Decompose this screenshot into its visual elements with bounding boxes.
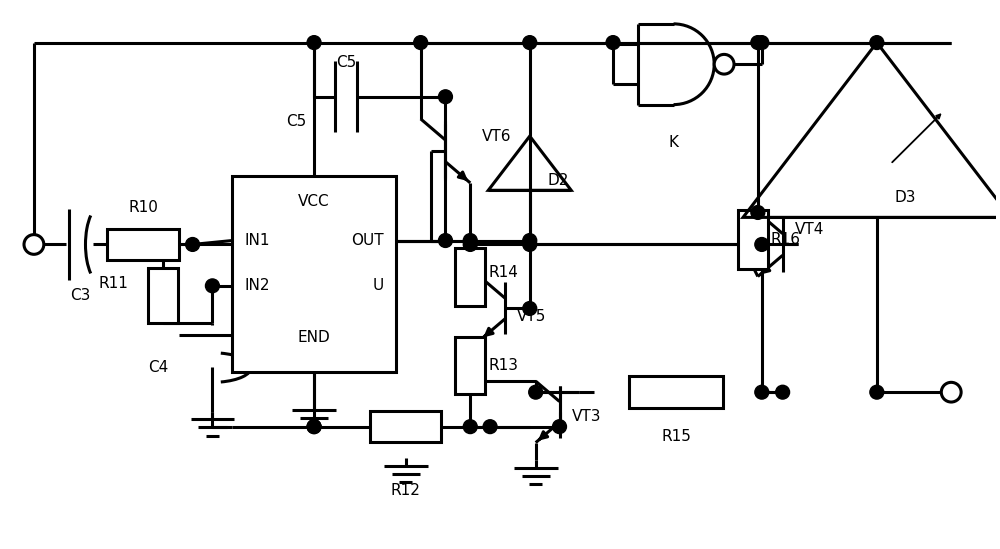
Text: VT5: VT5: [517, 309, 546, 324]
Text: END: END: [298, 329, 330, 345]
Text: C4: C4: [148, 360, 168, 375]
Text: OUT: OUT: [351, 233, 384, 248]
Bar: [629, 377, 723, 408]
Circle shape: [755, 238, 769, 251]
Text: R14: R14: [488, 265, 518, 279]
Text: VT3: VT3: [571, 410, 601, 424]
Circle shape: [755, 385, 769, 399]
Text: IN1: IN1: [244, 233, 270, 248]
Circle shape: [414, 36, 428, 49]
Circle shape: [941, 382, 961, 402]
Circle shape: [463, 238, 477, 251]
Text: R11: R11: [98, 276, 128, 292]
Bar: [455, 248, 485, 306]
Circle shape: [24, 234, 44, 254]
Circle shape: [776, 385, 790, 399]
Text: R16: R16: [771, 232, 801, 247]
Circle shape: [307, 420, 321, 434]
Text: C5: C5: [286, 114, 306, 129]
Circle shape: [439, 234, 452, 248]
Text: D2: D2: [548, 173, 569, 188]
Circle shape: [483, 420, 497, 434]
Bar: [370, 411, 441, 442]
Text: C3: C3: [70, 288, 91, 303]
Text: R10: R10: [128, 199, 158, 215]
Circle shape: [307, 420, 321, 434]
Circle shape: [751, 36, 765, 49]
Text: VT4: VT4: [795, 222, 824, 237]
Text: R12: R12: [391, 483, 421, 498]
Bar: [738, 210, 768, 269]
Circle shape: [714, 54, 734, 74]
Text: R13: R13: [488, 358, 518, 373]
Text: K: K: [669, 135, 679, 149]
Bar: [232, 176, 396, 372]
Circle shape: [463, 420, 477, 434]
Text: VCC: VCC: [298, 194, 330, 209]
Text: U: U: [373, 278, 384, 293]
Circle shape: [870, 36, 884, 49]
Circle shape: [523, 36, 537, 49]
Circle shape: [529, 385, 543, 399]
Circle shape: [751, 205, 765, 220]
Circle shape: [606, 36, 620, 49]
Circle shape: [523, 234, 537, 248]
Circle shape: [755, 36, 769, 49]
Circle shape: [463, 234, 477, 248]
Circle shape: [186, 238, 200, 251]
Text: IN2: IN2: [244, 278, 270, 293]
Circle shape: [870, 385, 884, 399]
Circle shape: [523, 238, 537, 251]
Circle shape: [553, 420, 566, 434]
Bar: [455, 337, 485, 394]
Text: VT6: VT6: [482, 128, 512, 144]
Text: C5: C5: [336, 55, 356, 70]
Circle shape: [205, 279, 219, 293]
Circle shape: [307, 36, 321, 49]
Circle shape: [523, 301, 537, 315]
Text: R15: R15: [661, 429, 691, 444]
Bar: [107, 229, 179, 260]
Bar: [148, 268, 178, 323]
Text: D3: D3: [895, 190, 916, 205]
Circle shape: [439, 90, 452, 104]
